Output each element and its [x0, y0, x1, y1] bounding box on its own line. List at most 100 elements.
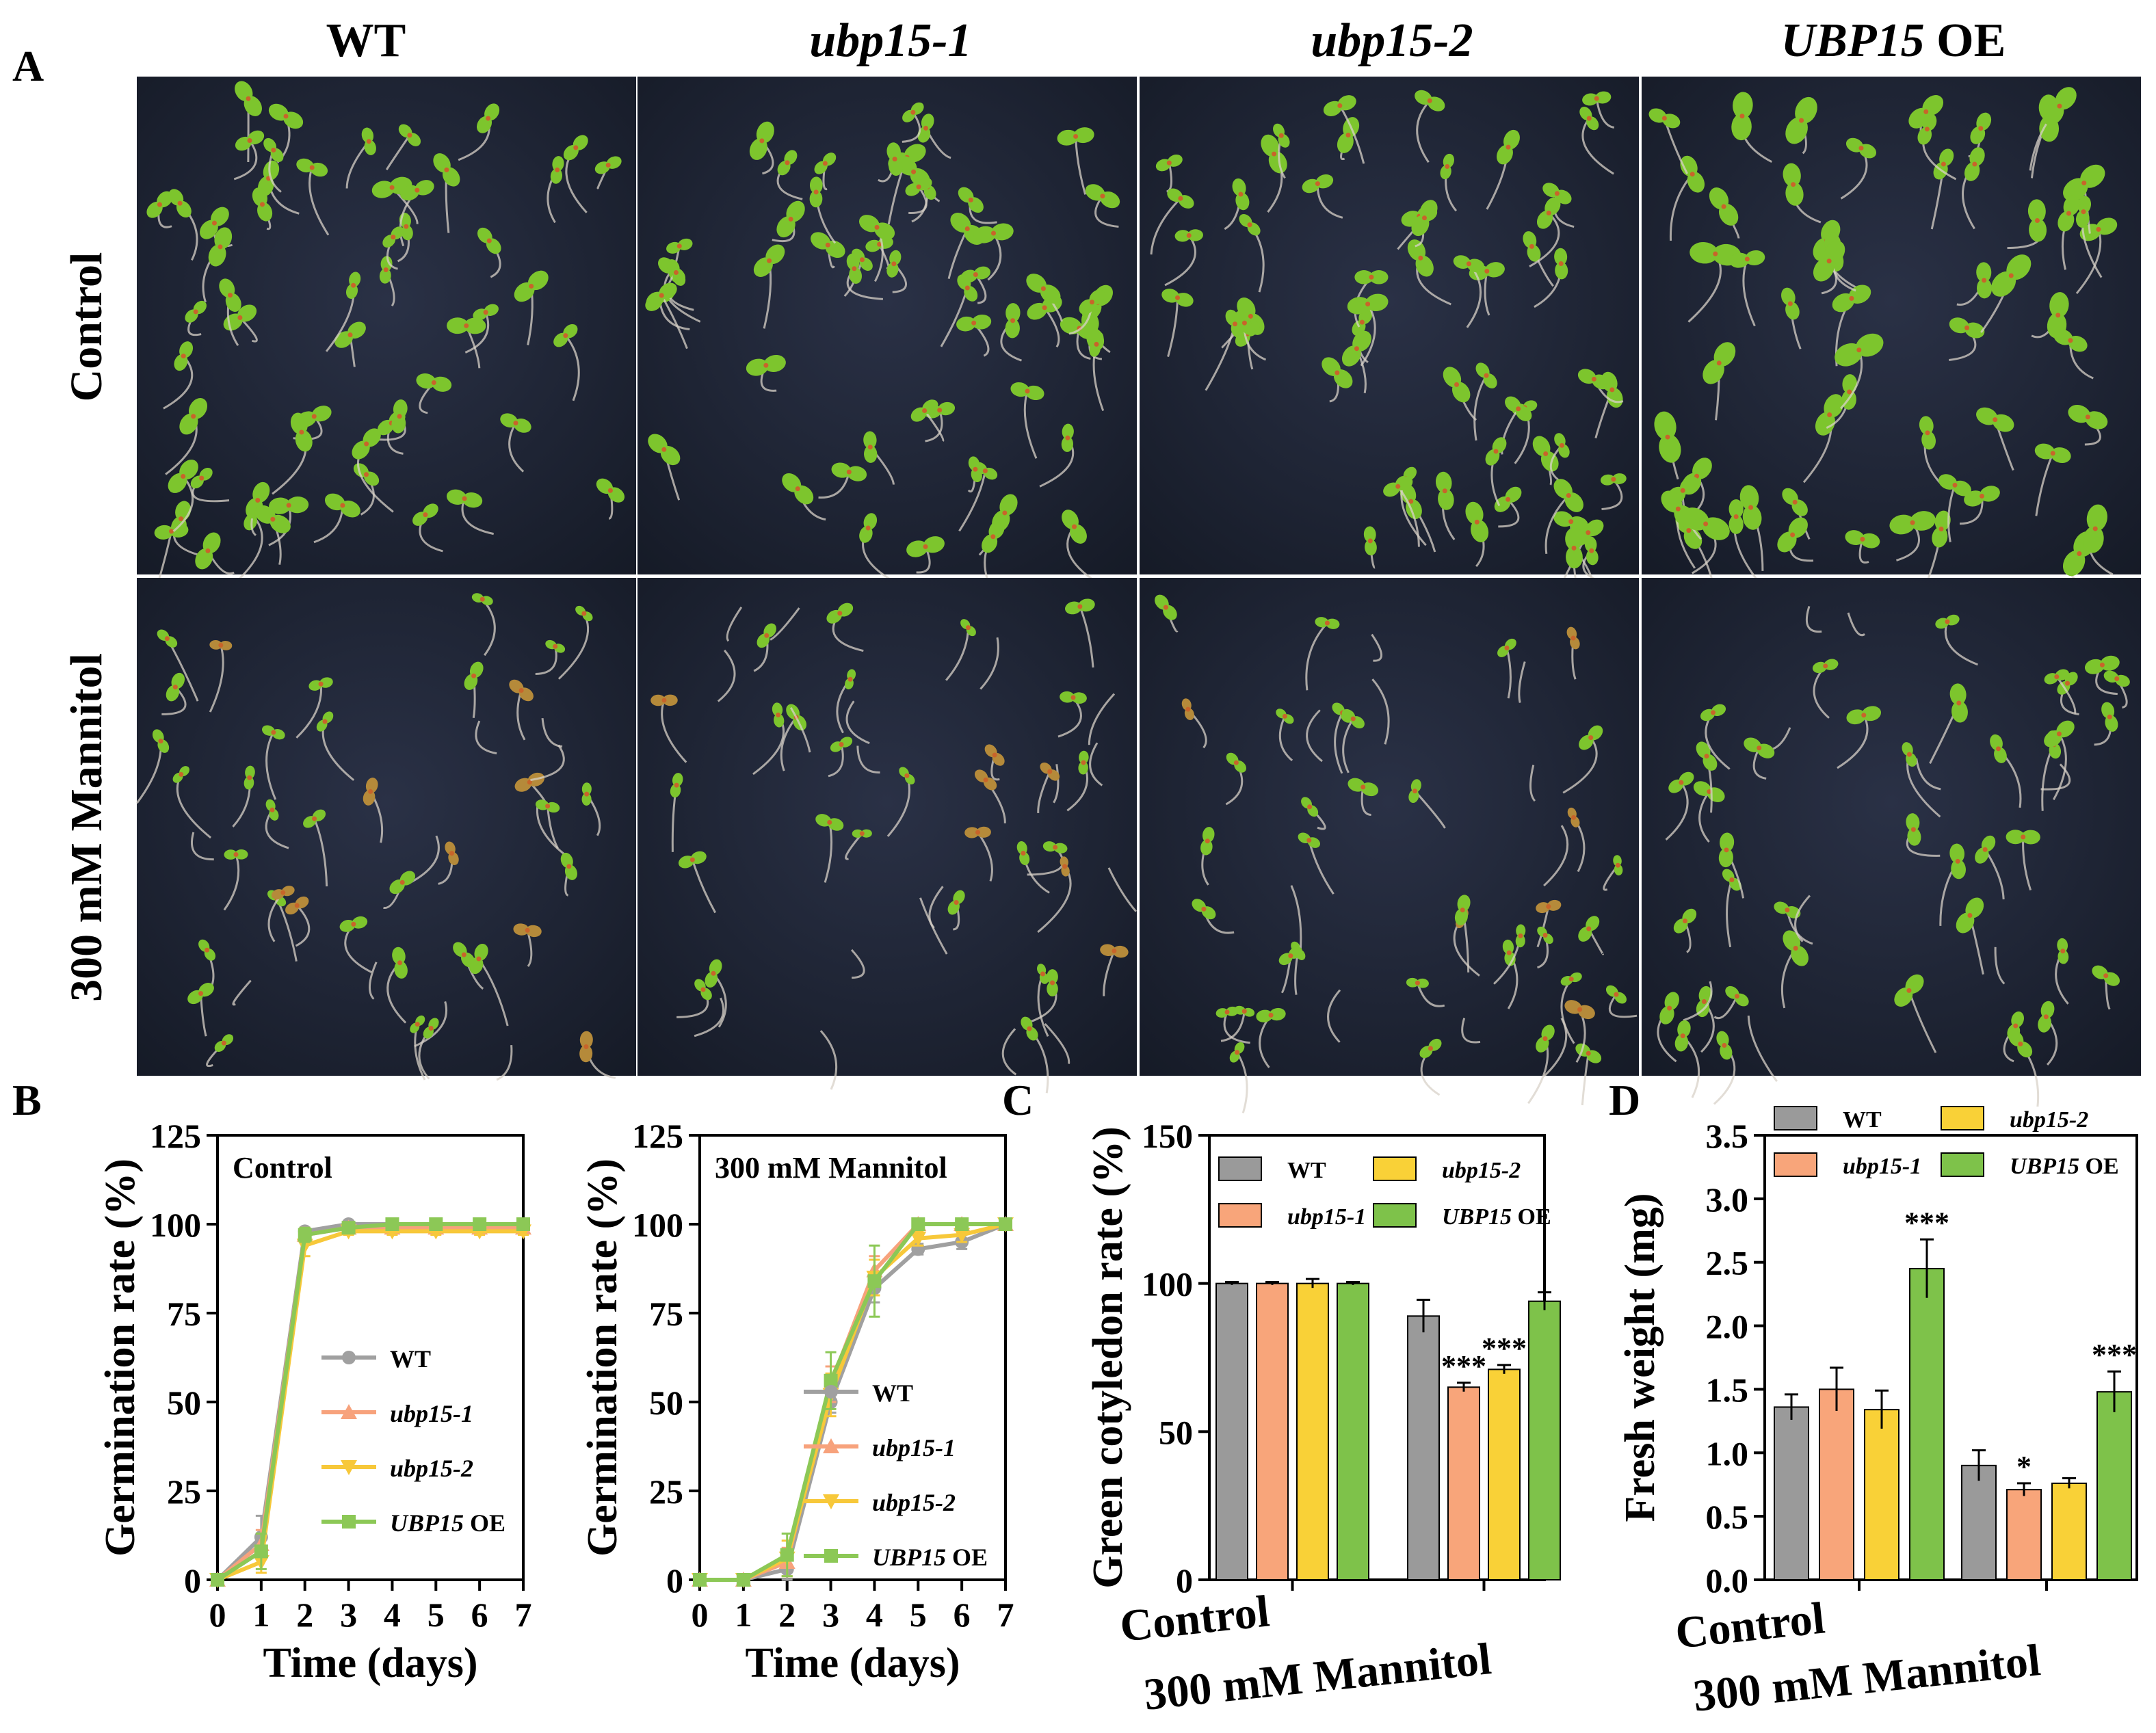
legend-label-ubp15-oe: UBP15 OE [1442, 1204, 1551, 1230]
panel-a: A WT ubp15-1 ubp15-2 UBP15 OE Control 30… [12, 14, 2141, 1113]
bar-ubp15-2 [1296, 1282, 1329, 1580]
x-tick-label: 6 [471, 1596, 488, 1634]
y-tick-label: 0 [1176, 1561, 1193, 1600]
data-point [954, 1228, 971, 1243]
seedling-photo-grid [135, 77, 2141, 1113]
legend-label-ubp15-1: ubp15-1 [872, 1434, 956, 1461]
series-line [700, 1222, 1005, 1582]
series-wt [693, 1217, 1012, 1587]
significance-mark: * [2016, 1450, 2032, 1483]
legend-label-ubp15-oe: UBP15 OE [872, 1544, 988, 1571]
data-point [211, 1573, 224, 1587]
bar-group-300-mm-mannitol: ****** [1407, 1291, 1561, 1581]
seedling-photo-control-ubp15-oe [1642, 77, 2141, 596]
data-point [693, 1573, 707, 1587]
data-point [824, 1373, 838, 1388]
row-label-mannitol: 300 mM Mannitol [62, 653, 111, 1002]
chart-title: Control [233, 1151, 332, 1185]
bar-wt [1215, 1282, 1248, 1580]
data-point [910, 1231, 927, 1247]
category-label-control: Control [1673, 1593, 1827, 1658]
bar-group-300-mm-mannitol: **** [1961, 1338, 2137, 1581]
data-point [254, 1544, 268, 1559]
legend-swatch [1941, 1152, 1984, 1177]
legend-marker [823, 1494, 839, 1509]
y-tick-label: 100 [632, 1206, 683, 1244]
bar-wt [1407, 1315, 1440, 1581]
bar-ubp15-1 [1256, 1282, 1289, 1580]
x-tick-label: 3 [340, 1596, 357, 1634]
x-tick-label: 7 [515, 1596, 532, 1634]
legend-marker [341, 1460, 357, 1475]
legend-label-ubp15-2: ubp15-2 [872, 1489, 956, 1516]
bar-ubp15-1 [1819, 1388, 1854, 1581]
legend: WT ubp15-1 ubp15-2 UBP15 OE [804, 1379, 988, 1571]
plot-frame [698, 1134, 1007, 1581]
x-tick-label: 4 [866, 1596, 883, 1634]
x-tick-label: 5 [910, 1596, 927, 1634]
x-tick-label: 4 [384, 1596, 401, 1634]
column-header-ubp15-oe: UBP15 OE [1781, 14, 2006, 67]
legend-marker [824, 1385, 838, 1399]
legend-swatch [1373, 1203, 1417, 1228]
data-point [385, 1217, 399, 1231]
seedling-photo-300-mm-mannitol-ubp15-1 [637, 578, 1138, 1094]
y-tick-label: 2.5 [1706, 1244, 1749, 1282]
seedling-photo-control-ubp15-2 [1140, 77, 1639, 610]
legend-marker [824, 1549, 838, 1563]
y-tick-label: 50 [167, 1384, 201, 1422]
legend-label-ubp15-2: ubp15-2 [1442, 1158, 1521, 1183]
y-axis-label: Germination rate (%) [579, 1159, 626, 1557]
series-ubp15-2 [692, 1217, 1014, 1588]
x-axis-label: Time (days) [745, 1640, 960, 1686]
y-tick-label: 125 [150, 1117, 201, 1155]
bar-ubp15-oe [1337, 1282, 1369, 1580]
significance-mark: *** [2092, 1338, 2137, 1371]
data-point [736, 1573, 750, 1587]
row-label-control: Control [62, 252, 111, 402]
series-line [700, 1222, 1005, 1582]
y-tick-label: 0 [666, 1561, 683, 1600]
y-tick-label: 50 [649, 1384, 683, 1422]
legend-label-ubp15-oe: UBP15 OE [390, 1509, 505, 1537]
y-tick-label: 0 [184, 1561, 201, 1600]
legend-label-ubp15-2: ubp15-2 [390, 1455, 473, 1482]
x-tick-label: 0 [692, 1596, 709, 1634]
legend-swatch [1218, 1203, 1262, 1228]
x-tick-label: 2 [778, 1596, 796, 1634]
legend-swatch [1373, 1156, 1417, 1181]
data-point [911, 1217, 925, 1231]
bar-wt [1961, 1464, 1997, 1581]
legend-marker [823, 1438, 839, 1453]
seedling-photo-control-wt [137, 77, 636, 591]
legend-marker [342, 1515, 356, 1529]
seedling-photo-300-mm-mannitol-ubp15-2 [1140, 578, 1639, 1113]
x-tick-label: 6 [954, 1596, 971, 1634]
legend-label-wt: WT [1843, 1107, 1882, 1133]
bar-group-control: *** [1774, 1206, 1949, 1581]
y-tick-label: 1.0 [1706, 1434, 1749, 1472]
green-cotyledon-chart: 0 50 100 150 Green cotyledon rate (%)Control… [1085, 1117, 1561, 1720]
series-ubp15-oe [211, 1217, 530, 1587]
y-axis-label: Germination rate (%) [97, 1159, 144, 1557]
legend-label-wt: WT [1287, 1158, 1326, 1183]
x-tick-label: 1 [735, 1596, 752, 1634]
legend-swatch [1218, 1156, 1262, 1181]
y-tick-label: 125 [632, 1117, 683, 1155]
fresh-weight-chart: 0.0 0.5 1.0 1.5 2.0 2.5 3.0 3.5 Fresh weight (mg… [1617, 1106, 2138, 1721]
series-ubp15-1 [692, 1216, 1014, 1587]
series-line [216, 1222, 523, 1582]
legend: WT ubp15-1 ubp15-2 UBP15 OE [321, 1345, 505, 1537]
legend-label-wt: WT [872, 1379, 913, 1407]
y-tick-label: 50 [1159, 1413, 1193, 1451]
y-tick-label: 75 [649, 1295, 683, 1333]
legend-label-ubp15-1: ubp15-1 [1287, 1204, 1366, 1230]
seedling-photo-control-ubp15-1 [637, 77, 1137, 603]
data-point [867, 1274, 882, 1288]
panel-label-d: D [1609, 1076, 1640, 1124]
legend-swatch [1774, 1106, 1817, 1130]
y-tick-label: 0.0 [1706, 1561, 1749, 1600]
